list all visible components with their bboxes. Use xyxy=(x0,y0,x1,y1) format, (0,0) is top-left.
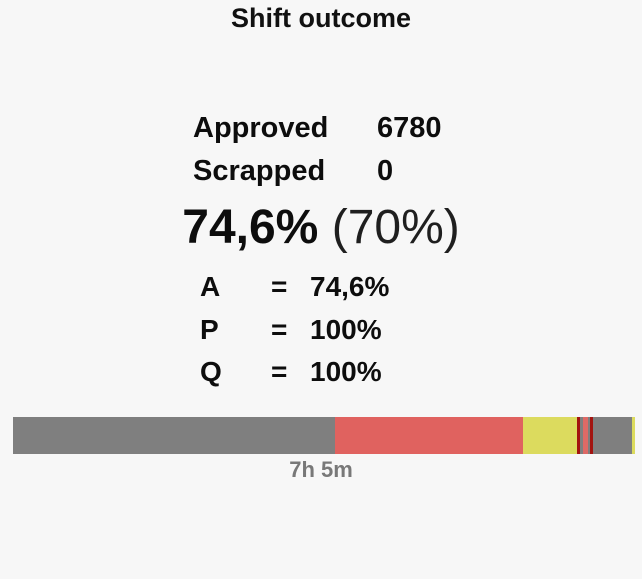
kpi-q-value: 100% xyxy=(310,356,382,388)
timeline-segment-dark-red xyxy=(576,417,580,454)
stats-table: Approved 6780 Scrapped 0 xyxy=(193,107,442,193)
timeline-segment-yellow xyxy=(631,417,635,454)
timeline-segment-red xyxy=(583,417,588,454)
timeline-segment-gray xyxy=(593,417,632,454)
approved-label: Approved xyxy=(193,112,329,144)
timeline-segment-gray xyxy=(579,417,584,454)
timeline-bar xyxy=(13,417,635,454)
approved-value: 6780 xyxy=(377,112,442,144)
timeline-segment-dark-red xyxy=(590,417,594,454)
kpi-a-equals: = xyxy=(271,271,288,302)
kpi-a-value: 74,6% xyxy=(310,271,390,302)
page-title: Shift outcome xyxy=(231,3,411,33)
kpi-p-letter: P xyxy=(200,313,219,345)
timeline-segment-gray xyxy=(587,417,591,454)
scrapped-value: 0 xyxy=(377,155,394,187)
target-percent: (70%) xyxy=(331,201,460,254)
apq-table: A = 74,6% P = 100% Q = 100% xyxy=(200,266,389,394)
kpi-q-letter: Q xyxy=(200,356,222,388)
kpi-a-letter: A xyxy=(200,271,221,302)
timeline-segment-gray xyxy=(13,417,335,454)
timeline-segment-yellow xyxy=(523,417,577,454)
kpi-q-equals: = xyxy=(271,356,288,388)
duration-label: 7h 5m xyxy=(289,457,353,482)
outcome-summary: 74,6% (70%) xyxy=(0,200,642,256)
kpi-p-value: 100% xyxy=(310,313,382,345)
outcome-percent: 74,6% xyxy=(182,201,319,254)
timeline-segment-red xyxy=(335,417,524,454)
scrapped-label: Scrapped xyxy=(193,155,326,187)
kpi-p-equals: = xyxy=(271,313,288,345)
